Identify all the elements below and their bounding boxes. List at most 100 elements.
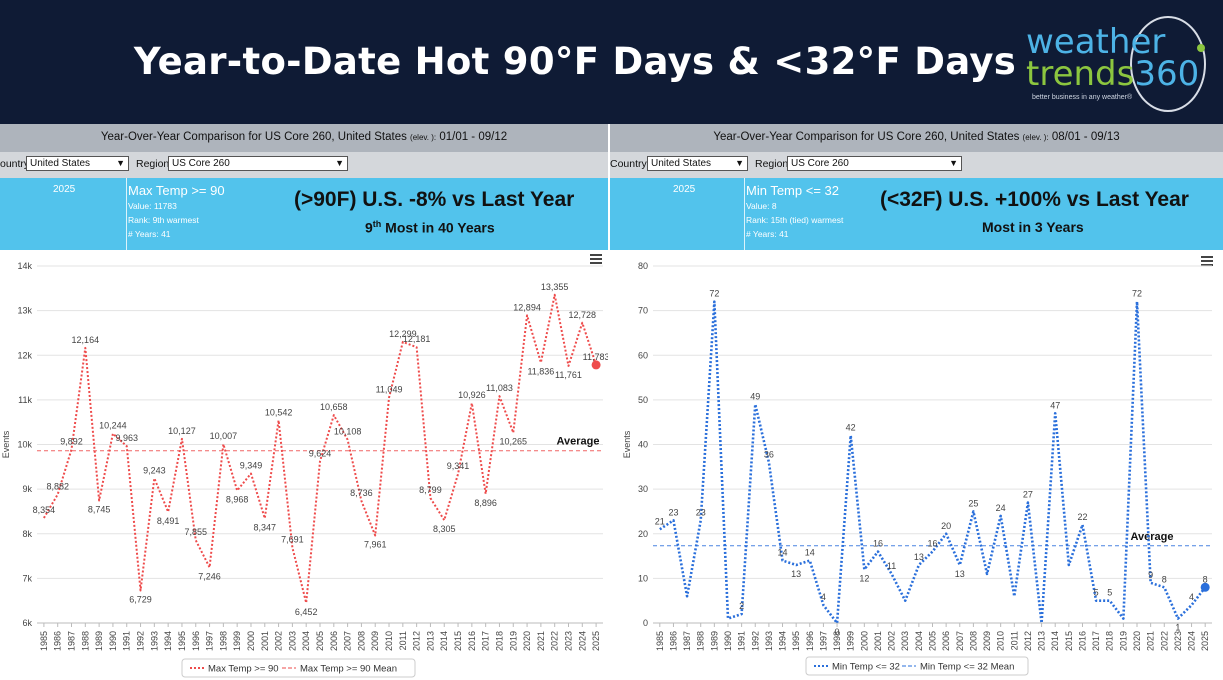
band-metric: Max Temp >= 90 xyxy=(128,183,225,198)
band-years: # Years: 41 xyxy=(128,229,171,239)
data-label: 8,896 xyxy=(474,498,497,508)
x-tick-label: 2021 xyxy=(1146,631,1156,651)
legend-box xyxy=(805,656,1029,676)
region-select[interactable]: US Core 260 ▼ xyxy=(168,156,348,171)
region-select[interactable]: US Core 260 ▼ xyxy=(787,156,962,171)
band-year: 2025 xyxy=(53,184,76,195)
header-dates: 08/01 - 09/13 xyxy=(1051,131,1120,143)
y-tick-label: 70 xyxy=(638,306,648,316)
x-tick-label: 2011 xyxy=(1009,631,1019,650)
x-tick-label: 2004 xyxy=(301,631,311,651)
band-value: Value: 11783 xyxy=(128,201,177,211)
data-label: 21 xyxy=(655,516,665,526)
x-tick-label: 2024 xyxy=(577,631,587,651)
chevron-down-icon: ▼ xyxy=(116,158,125,168)
x-tick-label: 2023 xyxy=(1173,631,1183,651)
logo-word-trends: trends360 xyxy=(1026,54,1199,94)
x-tick-label: 1989 xyxy=(94,631,104,651)
data-label: 7,246 xyxy=(198,571,221,581)
header-title: Year-Over-Year Comparison for US Core 26… xyxy=(100,131,407,143)
band-separator xyxy=(126,178,127,250)
region-select-value: US Core 260 xyxy=(172,158,230,169)
x-tick-label: 2014 xyxy=(439,631,449,651)
chart-menu-icon[interactable] xyxy=(1201,256,1213,266)
data-label: 8 xyxy=(1203,574,1208,584)
x-tick-label: 2002 xyxy=(274,631,284,651)
chevron-down-icon: ▼ xyxy=(949,158,958,168)
x-tick-label: 1988 xyxy=(80,631,90,651)
data-label: 16 xyxy=(873,539,883,549)
country-label: ountry: xyxy=(0,158,33,170)
series-line xyxy=(659,300,1207,625)
x-tick-label: 2000 xyxy=(859,631,869,651)
data-label: 8,736 xyxy=(350,488,373,498)
panel-header: Year-Over-Year Comparison for US Core 26… xyxy=(610,124,1223,152)
x-tick-label: 1995 xyxy=(791,631,801,651)
data-label: 14 xyxy=(778,548,788,558)
subline-sup: th xyxy=(372,219,382,229)
x-tick-label: 2013 xyxy=(1037,631,1047,651)
x-tick-label: 2004 xyxy=(914,631,924,651)
x-tick-label: 2021 xyxy=(536,631,546,651)
x-tick-label: 2001 xyxy=(873,631,883,651)
controls-bar: Country: United States ▼ Region: US Core… xyxy=(610,152,1223,178)
x-tick-label: 1987 xyxy=(67,631,77,651)
x-tick-label: 2025 xyxy=(1200,631,1210,651)
data-label: 11,761 xyxy=(555,370,582,380)
x-tick-label: 2009 xyxy=(982,631,992,651)
legend-box xyxy=(181,658,416,678)
x-tick-label: 1993 xyxy=(764,631,774,651)
country-select[interactable]: United States ▼ xyxy=(26,156,129,171)
x-tick-label: 1985 xyxy=(655,631,665,651)
x-tick-label: 1993 xyxy=(149,631,159,651)
x-tick-label: 1986 xyxy=(53,631,63,651)
data-label: 72 xyxy=(709,289,719,299)
band-year: 2025 xyxy=(673,184,696,195)
region-select-value: US Core 260 xyxy=(791,158,849,169)
data-label: 13 xyxy=(791,569,801,579)
x-tick-label: 2025 xyxy=(591,631,601,651)
data-label: 13 xyxy=(955,569,965,579)
x-tick-label: 1986 xyxy=(668,631,678,651)
data-label: 10,108 xyxy=(334,427,362,437)
x-tick-label: 2020 xyxy=(1132,631,1142,651)
x-tick-label: 1988 xyxy=(696,631,706,651)
x-tick-label: 2005 xyxy=(928,631,938,651)
x-tick-label: 2015 xyxy=(453,631,463,651)
x-tick-label: 2005 xyxy=(315,631,325,651)
data-label: 12 xyxy=(859,573,869,583)
x-tick-label: 2003 xyxy=(900,631,910,651)
logo-trends: trends xyxy=(1026,54,1135,94)
data-label: 8,745 xyxy=(88,505,111,515)
chart-menu-icon[interactable] xyxy=(590,254,602,264)
data-label: 10,926 xyxy=(458,390,486,400)
x-tick-label: 2017 xyxy=(1091,631,1101,651)
data-label: 7,961 xyxy=(364,539,387,549)
x-tick-label: 1990 xyxy=(723,631,733,651)
x-tick-label: 1991 xyxy=(122,631,132,651)
data-label: 72 xyxy=(1132,289,1142,299)
x-tick-label: 2012 xyxy=(412,631,422,651)
x-tick-label: 2020 xyxy=(522,631,532,651)
y-tick-label: 12k xyxy=(17,350,32,360)
header-dates: 01/01 - 09/12 xyxy=(439,131,508,143)
data-label: 49 xyxy=(750,391,760,401)
subline-rest: Most in 40 Years xyxy=(381,219,495,236)
country-select-value: United States xyxy=(651,158,712,169)
data-label: 10,265 xyxy=(500,437,528,447)
summary-band: 2025 Max Temp >= 90 Value: 11783 Rank: 9… xyxy=(0,178,608,250)
data-label: 23 xyxy=(696,507,706,517)
data-label: 13,355 xyxy=(541,282,569,292)
y-tick-label: 0 xyxy=(643,618,648,628)
data-label: 10,542 xyxy=(265,407,293,417)
y-tick-label: 50 xyxy=(638,395,648,405)
data-label: 24 xyxy=(996,503,1006,513)
data-label: 14 xyxy=(805,548,815,558)
country-select[interactable]: United States ▼ xyxy=(647,156,748,171)
x-tick-label: 2006 xyxy=(329,631,339,651)
data-label: 4 xyxy=(1189,592,1194,602)
x-tick-label: 1987 xyxy=(682,631,692,651)
data-label: 47 xyxy=(1050,400,1060,410)
y-tick-label: 10k xyxy=(17,440,32,450)
x-tick-label: 2016 xyxy=(1077,631,1087,651)
